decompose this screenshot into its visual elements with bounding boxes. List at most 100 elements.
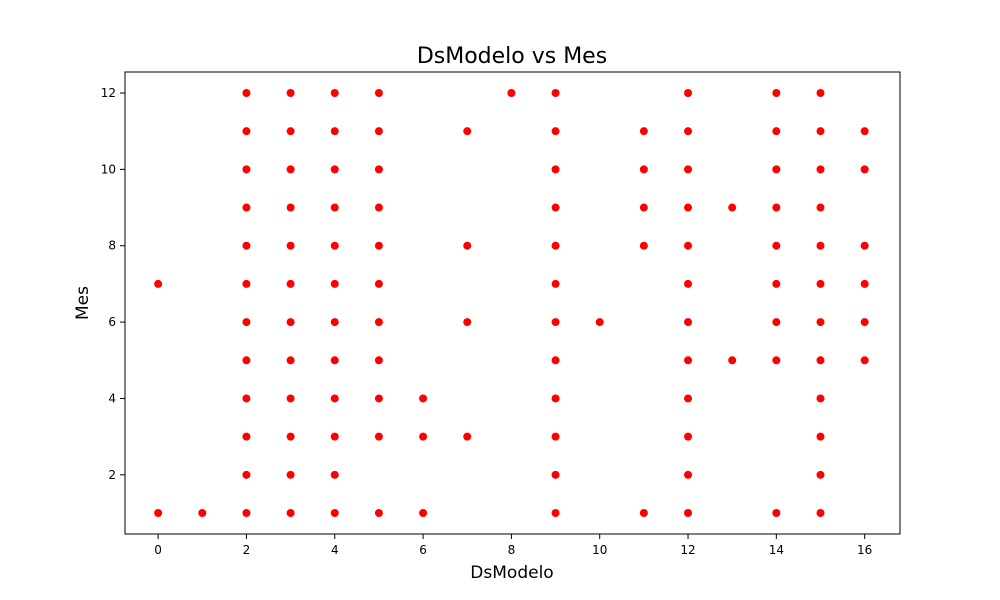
data-point (639, 127, 648, 136)
data-point (772, 241, 781, 250)
data-point (551, 356, 560, 365)
data-point (816, 318, 825, 327)
data-point (374, 279, 383, 288)
data-point (507, 89, 516, 97)
data-point (330, 509, 339, 517)
data-point (286, 509, 295, 517)
y-axis-label: Mes (73, 286, 93, 320)
data-point (374, 394, 383, 403)
data-point (684, 89, 693, 97)
data-point (551, 509, 560, 517)
data-point (286, 394, 295, 403)
data-point (242, 394, 251, 403)
data-point (154, 279, 163, 288)
data-point (286, 279, 295, 288)
data-point (684, 241, 693, 250)
data-point (551, 165, 560, 174)
data-point (242, 432, 251, 441)
data-point (286, 432, 295, 441)
data-point (330, 89, 339, 97)
data-point (330, 318, 339, 327)
data-point (772, 165, 781, 174)
data-point (242, 318, 251, 327)
data-point (330, 279, 339, 288)
x-tick-label: 16 (857, 543, 872, 557)
data-point (860, 356, 869, 365)
data-point (286, 203, 295, 212)
data-point (242, 203, 251, 212)
data-point (772, 203, 781, 212)
data-point (816, 432, 825, 441)
data-point (684, 279, 693, 288)
x-tick-label: 4 (331, 543, 339, 557)
x-tick-label: 8 (508, 543, 516, 557)
data-point (551, 89, 560, 97)
y-axis-ticks: 2 4 6 8 10 12 (101, 86, 125, 482)
data-point (419, 394, 428, 403)
data-point (772, 279, 781, 288)
data-point (242, 356, 251, 365)
x-tick-label: 6 (419, 543, 427, 557)
x-axis-label: DsModelo (470, 563, 553, 583)
data-point (463, 127, 472, 136)
data-point (551, 127, 560, 136)
data-point (639, 509, 648, 517)
data-point (330, 470, 339, 479)
data-point (860, 127, 869, 136)
data-point (816, 470, 825, 479)
data-point (772, 318, 781, 327)
x-tick-label: 12 (680, 543, 695, 557)
data-point (684, 394, 693, 403)
data-point (816, 203, 825, 212)
data-point (330, 127, 339, 136)
data-point (684, 509, 693, 517)
data-point (242, 89, 251, 97)
data-point (330, 203, 339, 212)
data-point (463, 241, 472, 250)
data-point (286, 165, 295, 174)
data-point (816, 165, 825, 174)
x-tick-label: 0 (154, 543, 162, 557)
data-point (551, 432, 560, 441)
plot-frame (124, 71, 901, 535)
y-tick-label: 12 (101, 86, 116, 100)
data-point (551, 241, 560, 250)
data-point (330, 394, 339, 403)
data-point (374, 165, 383, 174)
data-point (286, 356, 295, 365)
data-point (374, 509, 383, 517)
data-point (286, 318, 295, 327)
data-point (551, 203, 560, 212)
chart-title: DsModelo vs Mes (417, 44, 607, 69)
data-point (860, 165, 869, 174)
data-point (816, 356, 825, 365)
data-point (860, 318, 869, 327)
data-point (772, 509, 781, 517)
data-point (286, 470, 295, 479)
data-point (728, 356, 737, 365)
y-tick-label: 2 (108, 468, 116, 482)
data-point (242, 241, 251, 250)
data-point (684, 203, 693, 212)
data-point (242, 509, 251, 517)
data-point (242, 279, 251, 288)
data-point (684, 432, 693, 441)
data-point (684, 127, 693, 136)
data-point (374, 127, 383, 136)
data-point (816, 509, 825, 517)
data-point (772, 89, 781, 97)
data-point (330, 356, 339, 365)
data-point (816, 241, 825, 250)
x-tick-label: 14 (769, 543, 784, 557)
data-point (330, 165, 339, 174)
y-tick-label: 4 (108, 391, 116, 405)
data-point (374, 432, 383, 441)
data-point (154, 509, 163, 517)
data-point (816, 279, 825, 288)
data-point (639, 241, 648, 250)
data-point (463, 318, 472, 327)
data-point (772, 356, 781, 365)
data-point (684, 165, 693, 174)
data-point (198, 509, 207, 517)
